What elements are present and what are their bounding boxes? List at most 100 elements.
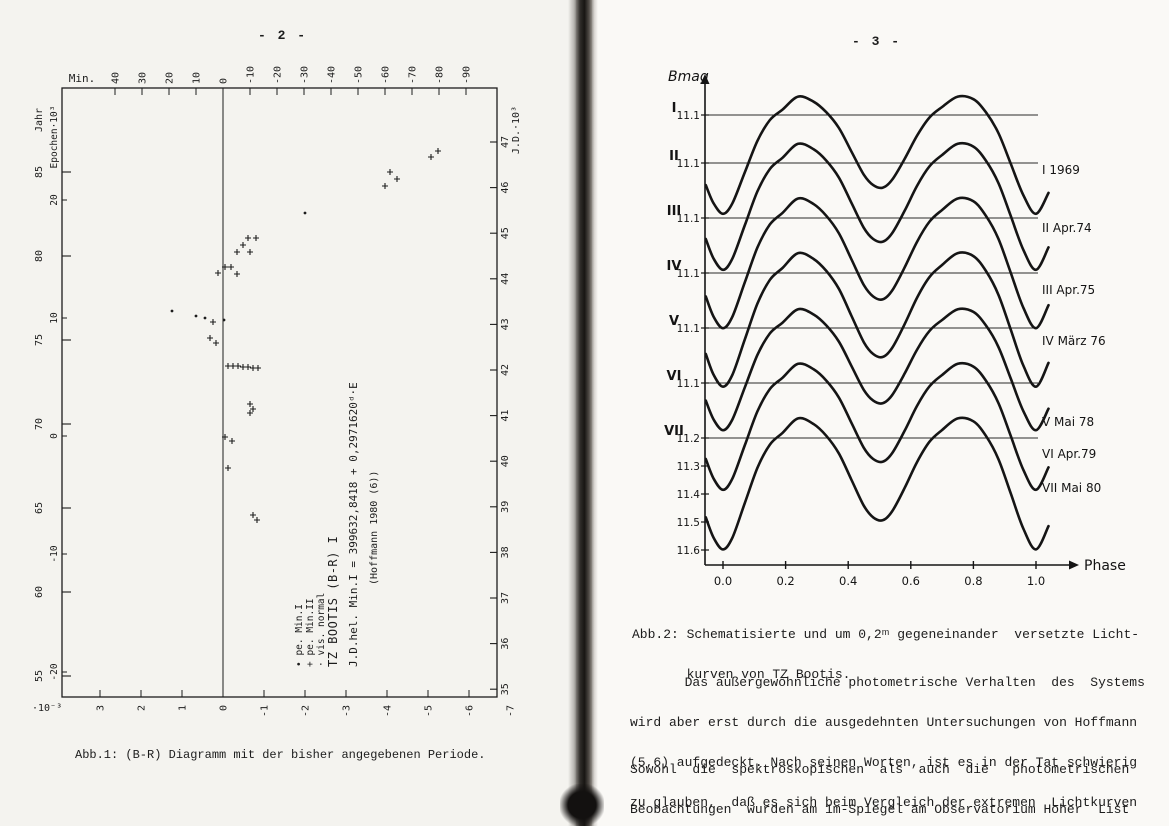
data-point-dot [222,318,226,322]
fig2-y-arrow [700,74,710,84]
fig1-jahr-tick: 75 [34,334,45,346]
fig2-row-numeral: III [667,204,682,219]
fig1-top-tick: -10 [246,66,257,84]
fig1-top-tick: 30 [138,72,149,84]
data-point-cross [222,434,228,440]
lightcurve-I [704,94,1050,216]
data-point-cross [207,335,213,341]
data-point-dot [303,211,307,215]
fig1-bottom-tick: -5 [424,705,435,717]
fig2-mag-tick: 11.6 [677,545,701,557]
fig1-jd-tick: 47 [500,136,511,148]
fig1-top-tick: -40 [327,66,338,84]
data-point-cross [250,406,256,412]
fig1-jahr-axis: Jahr 85 80 75 70 65 60 55 [34,108,71,682]
fig2-mag-tick: 11.1 [677,110,700,122]
fig1-jd-tick: 44 [500,273,511,285]
fig2-row-numeral: VII [664,424,684,439]
lightcurve-II [704,141,1050,272]
fig1-top-axis: Min. 40 30 20 10 0 -10 -20 -30 -40 -50 -60 -70 -80 -90 [69,66,473,95]
fig1-epochen-axis: Epochen·10³ 20 10 0 -10 -20 [49,106,67,681]
fig1-caption: Abb.1: (B-R) Diagramm mit der bisher ang… [75,748,486,762]
data-point-cross [435,148,441,154]
fig1-annotation: TZ BOOTIS (B-R) I J.D.hel. Min.I = 399632… [326,382,380,667]
fig2-x-arrow [1069,560,1079,570]
fig2-mag-tick: 11.1 [677,378,700,390]
fig1-jd-tick: 41 [500,410,511,422]
fig1-epochen-tick: 10 [49,312,60,324]
fig1-epochen-tick: -20 [49,663,60,680]
fig1-top-tick: 0 [219,78,230,84]
fig2-phase-tick: 0.6 [902,574,920,588]
fig1-bottom-axis: ·10⁻³ 3 2 1 0 -1 -2 -3 -4 -5 -6 -7 [32,690,517,717]
lightcurve-VI [704,361,1050,492]
text-line: wird aber erst durch die ausgedehnten Un… [630,715,1138,731]
data-point-cross [387,169,393,175]
data-point-cross [222,264,228,270]
text-line: (5,6) aufgedeckt. Nach seinen Worten, is… [630,755,1138,771]
fig2-row-numeral: I [672,101,677,116]
fig1-br-diagram-svg: Min. 40 30 20 10 0 -10 -20 -30 -40 -50 -60 -70 -80 -90… [32,66,520,717]
spine-shadow-blob [560,784,604,826]
data-point-cross [215,270,221,276]
fig1-epochen-label: Epochen·10³ [49,106,60,169]
data-point-cross [235,363,241,369]
fig2-curve-label: VII Mai 80 [1042,481,1101,495]
fig2-curve-label: VI Apr.79 [1042,447,1096,461]
fig2-phase-tick: 0.0 [714,574,732,588]
body-paragraph-2: Sowohl die spektroskopischen als auch di… [630,736,1137,826]
fig1-legend-entry: · vis. normal [316,593,327,667]
fig1-jd-tick: 35 [500,683,511,695]
fig1-top-axis-label: Min. [69,72,96,85]
fig1-points [170,148,441,523]
data-point-cross [253,235,259,241]
text-line: zu glauben, daß es sich beim Vergleich d… [630,795,1138,811]
fig1-legend-entry: + pe. Min.II [305,598,316,667]
data-point-cross [250,512,256,518]
data-point-cross [213,340,219,346]
fig2-caption-line: kurven von TZ Bootis. [632,667,851,683]
data-point-cross [247,410,253,416]
fig2-mag-tick: 11.1 [677,213,700,225]
fig2-mag-tick: 11.3 [677,461,700,473]
fig1-bottom-tick: 2 [137,705,148,711]
fig1-epochen-tick: 0 [49,433,60,439]
fig1-frame [61,87,498,698]
right-page: - 3 - [592,0,1169,826]
fig1-jd-tick: 39 [500,501,511,513]
fig1-ephemeris: J.D.hel. Min.I = 399632,8418 + 0,2971620… [347,382,360,667]
data-point-cross [234,271,240,277]
body-paragraph-1: Das außergewöhnliche photometrische Verh… [630,649,1145,826]
fig1-epochen-tick: 20 [49,194,60,206]
fig1-top-tick: 20 [165,72,176,84]
fig1-jd-tick: 45 [500,227,511,239]
data-point-cross [255,365,261,371]
data-point-cross [394,176,400,182]
fig1-bottom-tick: -2 [301,705,312,717]
fig2-curve-label: I 1969 [1042,163,1080,177]
data-point-cross [254,517,260,523]
data-point-cross [382,183,388,189]
fig2-mag-tick: 11.4 [677,489,701,501]
fig2-x-axis-label: Phase [1084,558,1126,574]
fig2-caption-line: Abb.2: Schematisierte und um 0,2ᵐ gegene… [632,626,1140,642]
data-point-cross [247,401,253,407]
fig1-bottom-tick: 1 [178,705,189,711]
data-point-dot [194,314,198,318]
fig1-jahr-tick: 55 [34,670,45,682]
fig1-jd-tick: 38 [500,546,511,558]
fig1-jahr-tick: 70 [34,418,45,430]
fig1-legend-entry: • pe. Min.I [294,604,305,667]
fig1-title: TZ BOOTIS (B-R) I [326,536,340,667]
fig2-curve-label: II Apr.74 [1042,221,1092,235]
fig2-mag-tick: 11.2 [677,433,700,445]
fig1-bottom-scale-label: ·10⁻³ [32,703,62,714]
fig1-reference: (Hoffmann 1980 (6)) [369,471,380,585]
left-page: - 2 - Min. 40 30 20 10 0 -10 -20 -30 -40 -50 -60 -70… [0,0,576,826]
fig1-top-tick: -50 [354,66,365,84]
fig2-phase-tick: 0.2 [776,574,794,588]
lightcurve-V [704,307,1050,432]
